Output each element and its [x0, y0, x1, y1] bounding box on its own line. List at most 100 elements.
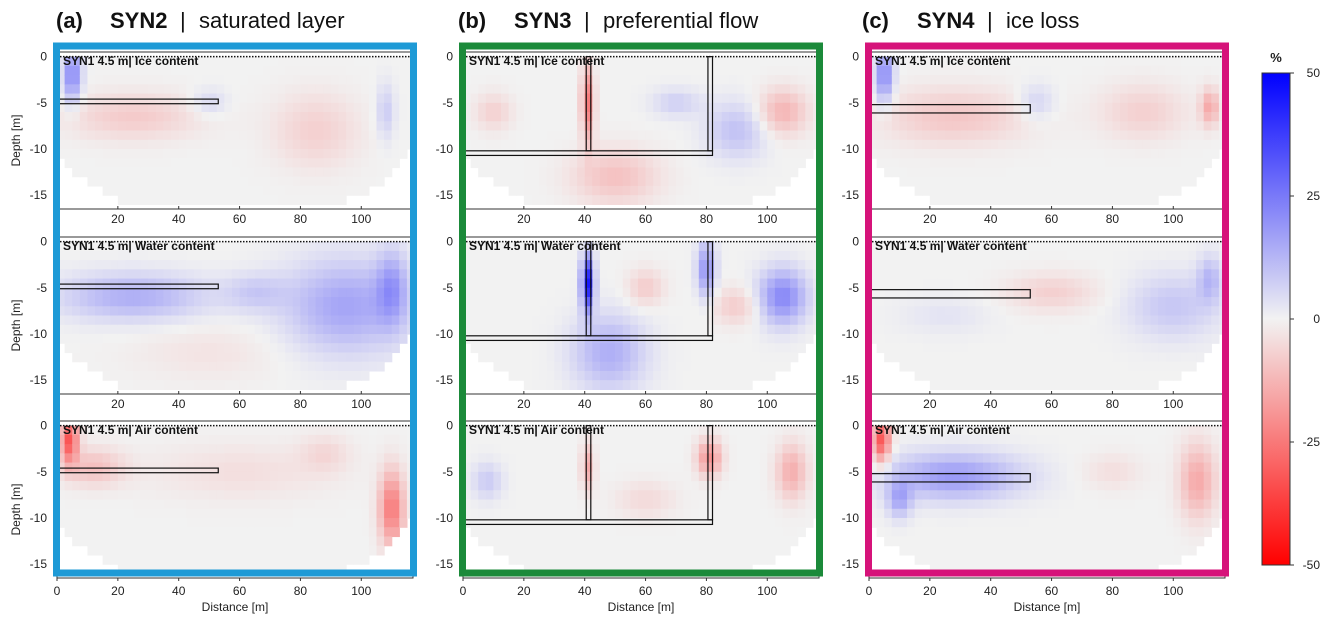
heatmap-cell	[531, 324, 540, 335]
heatmap-cell	[668, 56, 677, 67]
heatmap-cell	[714, 333, 723, 344]
heatmap-cell	[805, 269, 814, 280]
heatmap-cell	[140, 564, 149, 574]
heatmap-cell	[774, 434, 784, 445]
heatmap-cell	[478, 315, 487, 326]
heatmap-cell	[630, 361, 639, 372]
heatmap-cell	[163, 158, 172, 169]
heatmap-cell	[79, 84, 89, 95]
heatmap-cell	[691, 139, 700, 150]
heatmap-cell	[630, 370, 639, 381]
heatmap-cell	[368, 297, 378, 307]
heatmap-cell	[790, 130, 799, 141]
heatmap-cell	[463, 278, 472, 289]
heatmap-cell	[592, 130, 601, 141]
heatmap-cell	[584, 545, 593, 556]
heatmap-cell	[706, 84, 715, 95]
heatmap-cell	[554, 324, 563, 335]
heatmap-cell	[554, 250, 563, 261]
heatmap-cell	[178, 93, 187, 104]
heatmap-cell	[72, 102, 81, 113]
heatmap-cell	[599, 121, 609, 132]
heatmap-cell	[186, 139, 195, 150]
heatmap-cell	[399, 425, 408, 436]
heatmap-cell	[493, 434, 502, 445]
heatmap-cell	[216, 499, 225, 510]
heatmap-cell	[759, 112, 768, 122]
heatmap-cell	[102, 287, 111, 298]
heatmap-cell	[744, 508, 753, 519]
heatmap-cell	[805, 425, 814, 436]
heatmap-cell	[1104, 185, 1114, 196]
heatmap-cell	[95, 56, 104, 67]
heatmap-cell	[990, 176, 999, 187]
heatmap-cell	[470, 148, 479, 159]
heatmap-cell	[1028, 185, 1037, 196]
heatmap-cell	[561, 527, 571, 538]
heatmap-cell	[744, 195, 753, 205]
heatmap-cell	[592, 527, 601, 538]
heatmap-cell	[569, 545, 578, 556]
heatmap-cell	[102, 370, 111, 381]
heatmap-cell	[599, 185, 609, 196]
heatmap-cell	[209, 444, 218, 454]
heatmap-cell	[914, 185, 923, 196]
heatmap-cell	[622, 93, 631, 104]
heatmap-cell	[782, 490, 791, 501]
heatmap-cell	[102, 278, 111, 289]
heatmap-cell	[645, 65, 654, 76]
heatmap-cell	[721, 490, 730, 501]
heatmap-cell	[323, 462, 332, 473]
heatmap-cell	[216, 84, 225, 95]
heatmap-cell	[330, 121, 340, 132]
heatmap-cell	[125, 241, 134, 252]
heatmap-cell	[523, 343, 533, 354]
heatmap-cell	[752, 471, 761, 482]
heatmap-cell	[346, 250, 355, 261]
heatmap-cell	[315, 250, 324, 261]
heatmap-cell	[308, 324, 317, 335]
heatmap-cell	[247, 361, 256, 372]
heatmap-cell	[599, 278, 609, 289]
heatmap-cell	[224, 444, 233, 454]
heatmap-cell	[645, 93, 654, 104]
heatmap-cell	[584, 269, 593, 280]
heatmap-cell	[125, 352, 134, 363]
heatmap-cell	[767, 139, 776, 150]
heatmap-cell	[300, 278, 309, 289]
heatmap-cell	[546, 434, 555, 445]
heatmap-cell	[782, 527, 791, 538]
heatmap-cell	[285, 297, 294, 307]
heatmap-cell	[269, 93, 279, 104]
heatmap-cell	[353, 453, 362, 464]
subplot-title: SYN1 4.5 m| Ice content	[469, 54, 604, 68]
heatmap-cell	[691, 297, 700, 307]
heatmap-cell	[399, 471, 408, 482]
heatmap-cell	[178, 130, 187, 141]
heatmap-cell	[790, 75, 799, 85]
heatmap-cell	[171, 65, 180, 76]
heatmap-cell	[744, 471, 753, 482]
heatmap-cell	[675, 361, 685, 372]
heatmap-cell	[209, 527, 218, 538]
heatmap-cell	[110, 148, 119, 159]
heatmap-cell	[945, 75, 954, 85]
heatmap-cell	[315, 121, 324, 132]
heatmap-cell	[148, 278, 157, 289]
heatmap-cell	[224, 121, 233, 132]
heatmap-cell	[1120, 167, 1129, 178]
heatmap-cell	[201, 287, 210, 298]
heatmap-cell	[698, 278, 708, 289]
heatmap-cell	[752, 554, 761, 565]
heatmap-cell	[64, 250, 73, 261]
heatmap-cell	[478, 306, 487, 317]
heatmap-cell	[531, 444, 540, 454]
heatmap-cell	[790, 508, 799, 519]
heatmap-cell	[975, 158, 984, 169]
heatmap-cell	[110, 93, 119, 104]
heatmap-cell	[72, 167, 81, 178]
heatmap-cell	[1013, 102, 1022, 113]
heatmap-cell	[285, 102, 294, 113]
heatmap-cell	[622, 508, 631, 519]
heatmap-cell	[478, 490, 487, 501]
